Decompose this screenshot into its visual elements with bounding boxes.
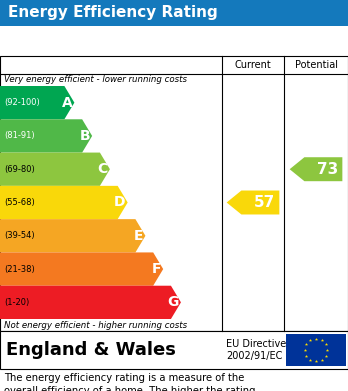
Text: G: G — [168, 295, 179, 309]
Polygon shape — [0, 286, 181, 319]
Text: Current: Current — [235, 60, 271, 70]
Polygon shape — [0, 219, 145, 253]
Text: (39-54): (39-54) — [4, 231, 34, 240]
Text: England & Wales: England & Wales — [6, 341, 176, 359]
Text: The energy efficiency rating is a measure of the
overall efficiency of a home. T: The energy efficiency rating is a measur… — [4, 373, 255, 391]
Bar — [0, 0, 348, 26]
Text: A: A — [62, 96, 72, 109]
Text: (69-80): (69-80) — [4, 165, 35, 174]
Text: Very energy efficient - lower running costs: Very energy efficient - lower running co… — [4, 75, 187, 84]
Polygon shape — [0, 186, 128, 219]
Polygon shape — [0, 152, 110, 186]
Bar — [0, 331, 348, 369]
Bar — [286, 334, 346, 366]
Polygon shape — [0, 119, 92, 152]
Bar — [0, 56, 348, 331]
Text: 2002/91/EC: 2002/91/EC — [226, 352, 282, 361]
Text: (81-91): (81-91) — [4, 131, 34, 140]
Text: (55-68): (55-68) — [4, 198, 35, 207]
Polygon shape — [0, 86, 74, 119]
Text: Potential: Potential — [294, 60, 338, 70]
Polygon shape — [227, 190, 279, 215]
Text: (92-100): (92-100) — [4, 98, 40, 107]
Polygon shape — [290, 157, 342, 181]
Text: EU Directive: EU Directive — [226, 339, 286, 349]
Text: 73: 73 — [317, 162, 338, 177]
Text: E: E — [134, 229, 143, 243]
Text: F: F — [152, 262, 161, 276]
Text: Energy Efficiency Rating: Energy Efficiency Rating — [8, 5, 218, 20]
Text: 57: 57 — [254, 195, 275, 210]
Polygon shape — [0, 253, 163, 286]
Text: C: C — [98, 162, 108, 176]
Text: Not energy efficient - higher running costs: Not energy efficient - higher running co… — [4, 321, 187, 330]
Text: (21-38): (21-38) — [4, 265, 35, 274]
Text: D: D — [114, 196, 126, 210]
Text: B: B — [79, 129, 90, 143]
Text: (1-20): (1-20) — [4, 298, 29, 307]
